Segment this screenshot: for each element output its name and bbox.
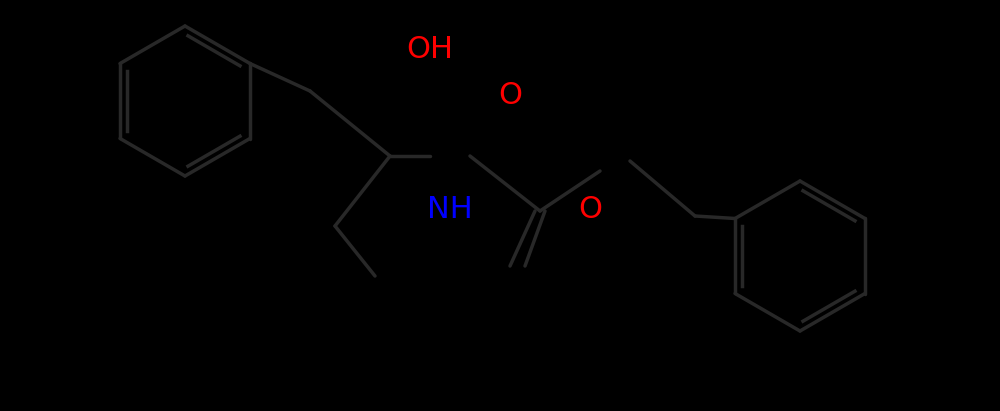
Text: OH: OH [406, 35, 454, 65]
Text: O: O [498, 81, 522, 109]
Text: O: O [578, 196, 602, 224]
Text: NH: NH [427, 196, 473, 224]
